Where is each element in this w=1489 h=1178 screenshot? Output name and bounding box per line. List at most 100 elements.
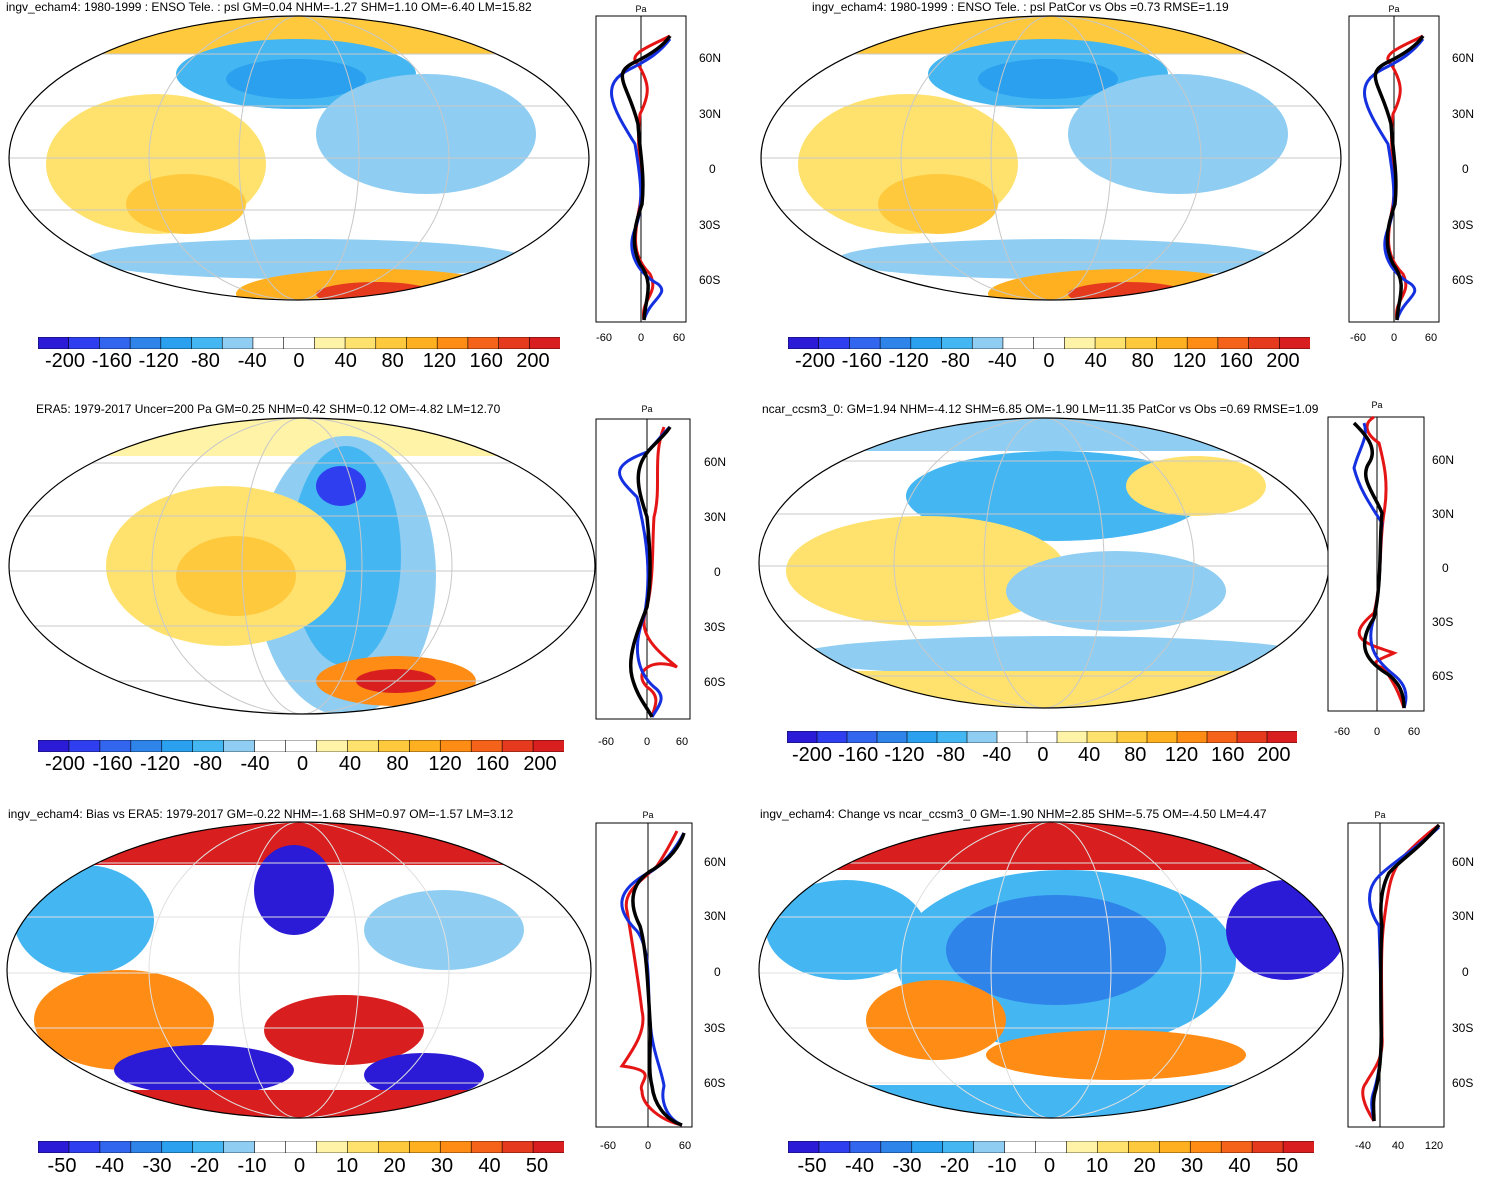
- panel-title-5: ingv_echam4: Bias vs ERA5: 1979-2017 GM=…: [8, 807, 514, 821]
- colorbar-segment: [1176, 731, 1208, 743]
- unit-label-2: Pa: [1388, 4, 1400, 14]
- colorbar-segment: [347, 740, 380, 752]
- colorbar-segment: [38, 1141, 70, 1153]
- zonal-tick-3a: -60: [598, 736, 614, 748]
- colorbar-segment: [191, 337, 224, 349]
- colorbar-segment: [818, 1141, 851, 1153]
- colorbar-segment: [1251, 1141, 1284, 1153]
- colorbar-segment: [941, 337, 974, 349]
- colorbar-segment: [130, 740, 163, 752]
- colorbar-segment: [285, 1141, 318, 1153]
- zonal-tick-4b: 0: [1373, 726, 1381, 738]
- colorbar-segment: [1220, 1141, 1253, 1153]
- zonal-tick-4c: 60: [1407, 726, 1421, 738]
- panel-title-3: ERA5: 1979-2017 Uncer=200 Pa GM=0.25 NHM…: [36, 402, 501, 416]
- zonal-tick-5b: 0: [644, 1140, 652, 1152]
- colorbar-segment: [160, 337, 193, 349]
- lat-label-30n: 30N: [699, 107, 722, 121]
- colorbar-3: [38, 740, 564, 752]
- colorbar-segment: [1002, 337, 1035, 349]
- panel-title-2: ingv_echam4: 1980-1999 : ENSO Tele. : ps…: [812, 0, 1229, 14]
- colorbar-segment: [1064, 337, 1096, 349]
- lat-label-60n: 60N: [1452, 855, 1475, 869]
- lat-label-60n: 60N: [699, 51, 722, 65]
- zonal-tick-6b: 40: [1391, 1140, 1405, 1152]
- map-panel-6: [758, 821, 1344, 1119]
- colorbar-segment: [406, 337, 438, 349]
- colorbar-segment: [130, 1141, 163, 1153]
- lat-label-30n: 30N: [704, 909, 727, 923]
- lat-label-30n: 30N: [1452, 909, 1475, 923]
- colorbar-segment: [439, 740, 472, 752]
- colorbar-segment: [223, 740, 256, 752]
- colorbar-2: [788, 337, 1310, 349]
- panel-title-1: ingv_echam4: 1980-1999 : ENSO Tele. : ps…: [6, 0, 532, 14]
- colorbar-segment: [467, 337, 500, 349]
- colorbar-segment: [99, 1141, 132, 1153]
- lat-label-60s: 60S: [699, 273, 721, 287]
- colorbar-segment: [439, 1141, 472, 1153]
- zonal-tick-2b: 0: [1390, 332, 1398, 344]
- colorbar-segment: [316, 740, 349, 752]
- lat-label-30s: 30S: [1432, 615, 1454, 629]
- colorbar-segment: [347, 1141, 380, 1153]
- colorbar-6: [788, 1141, 1314, 1153]
- unit-label-6: Pa: [1374, 810, 1386, 820]
- lat-label-0: 0: [1462, 162, 1469, 176]
- colorbar-segment: [378, 1141, 411, 1153]
- lat-label-30n: 30N: [1452, 107, 1475, 121]
- zonal-mean-plot-3: [595, 418, 691, 720]
- colorbar-segment: [996, 731, 1028, 743]
- colorbar-segment: [436, 337, 469, 349]
- colorbar-segment: [1156, 337, 1188, 349]
- lat-label-0: 0: [714, 965, 721, 979]
- colorbar-segment: [1128, 1141, 1161, 1153]
- colorbar-segment: [787, 731, 818, 743]
- colorbar-labels-1: -200 -160 -120 -80 -40 0 40 80 120 160 200: [44, 350, 550, 372]
- colorbar-segment: [501, 740, 534, 752]
- colorbar-segment: [942, 1141, 975, 1153]
- lat-label-30s: 30S: [704, 1021, 726, 1035]
- colorbar-segment: [1094, 337, 1127, 349]
- colorbar-segment: [1206, 731, 1238, 743]
- colorbar-segment: [876, 731, 908, 743]
- lat-label-60s: 60S: [704, 1076, 726, 1090]
- zonal-mean-plot-6: [1347, 822, 1445, 1128]
- colorbar-segment: [1146, 731, 1178, 743]
- colorbar-segment: [788, 1141, 820, 1153]
- unit-label-1: Pa: [635, 4, 647, 14]
- zonal-tick-2c: 60: [1424, 332, 1438, 344]
- colorbar-segment: [99, 337, 131, 349]
- colorbar-segment: [68, 337, 101, 349]
- colorbar-segment: [1033, 337, 1066, 349]
- colorbar-segment: [528, 337, 560, 349]
- colorbar-segment: [1236, 731, 1268, 743]
- colorbar-segment: [192, 740, 225, 752]
- colorbar-segment: [910, 337, 943, 349]
- colorbar-labels-3: -200 -160 -120 -80 -40 0 40 80 120 160 200: [44, 753, 557, 775]
- colorbar-segment: [1278, 337, 1310, 349]
- colorbar-labels-4: -200 -160 -120 -80 -40 0 40 80 120 160 200: [791, 744, 1291, 766]
- colorbar-segment: [316, 1141, 349, 1153]
- colorbar-labels-5: -50 -40 -30 -20 -10 0 10 20 30 40 50: [47, 1155, 549, 1177]
- colorbar-segment: [408, 1141, 442, 1153]
- colorbar-labels-2: -200 -160 -120 -80 -40 0 40 80 120 160 200: [794, 350, 1300, 372]
- colorbar-segment: [1066, 1141, 1099, 1153]
- colorbar-segment: [252, 337, 285, 349]
- colorbar-segment: [1086, 731, 1118, 743]
- zonal-tick-3b: 0: [643, 736, 651, 748]
- colorbar-segment: [973, 1141, 1006, 1153]
- zonal-tick-6a: -40: [1355, 1140, 1371, 1152]
- colorbar-segment: [314, 337, 346, 349]
- lat-label-30s: 30S: [699, 218, 721, 232]
- colorbar-segment: [344, 337, 377, 349]
- colorbar-segment: [470, 1141, 503, 1153]
- colorbar-segment: [68, 1141, 101, 1153]
- zonal-mean-plot-2: [1348, 15, 1440, 323]
- map-panel-4: [758, 417, 1330, 709]
- colorbar-segment: [1186, 337, 1219, 349]
- zonal-mean-plot-5: [595, 822, 693, 1128]
- lat-label-0: 0: [714, 565, 721, 579]
- lat-label-60s: 60S: [1452, 273, 1474, 287]
- colorbar-segment: [936, 731, 968, 743]
